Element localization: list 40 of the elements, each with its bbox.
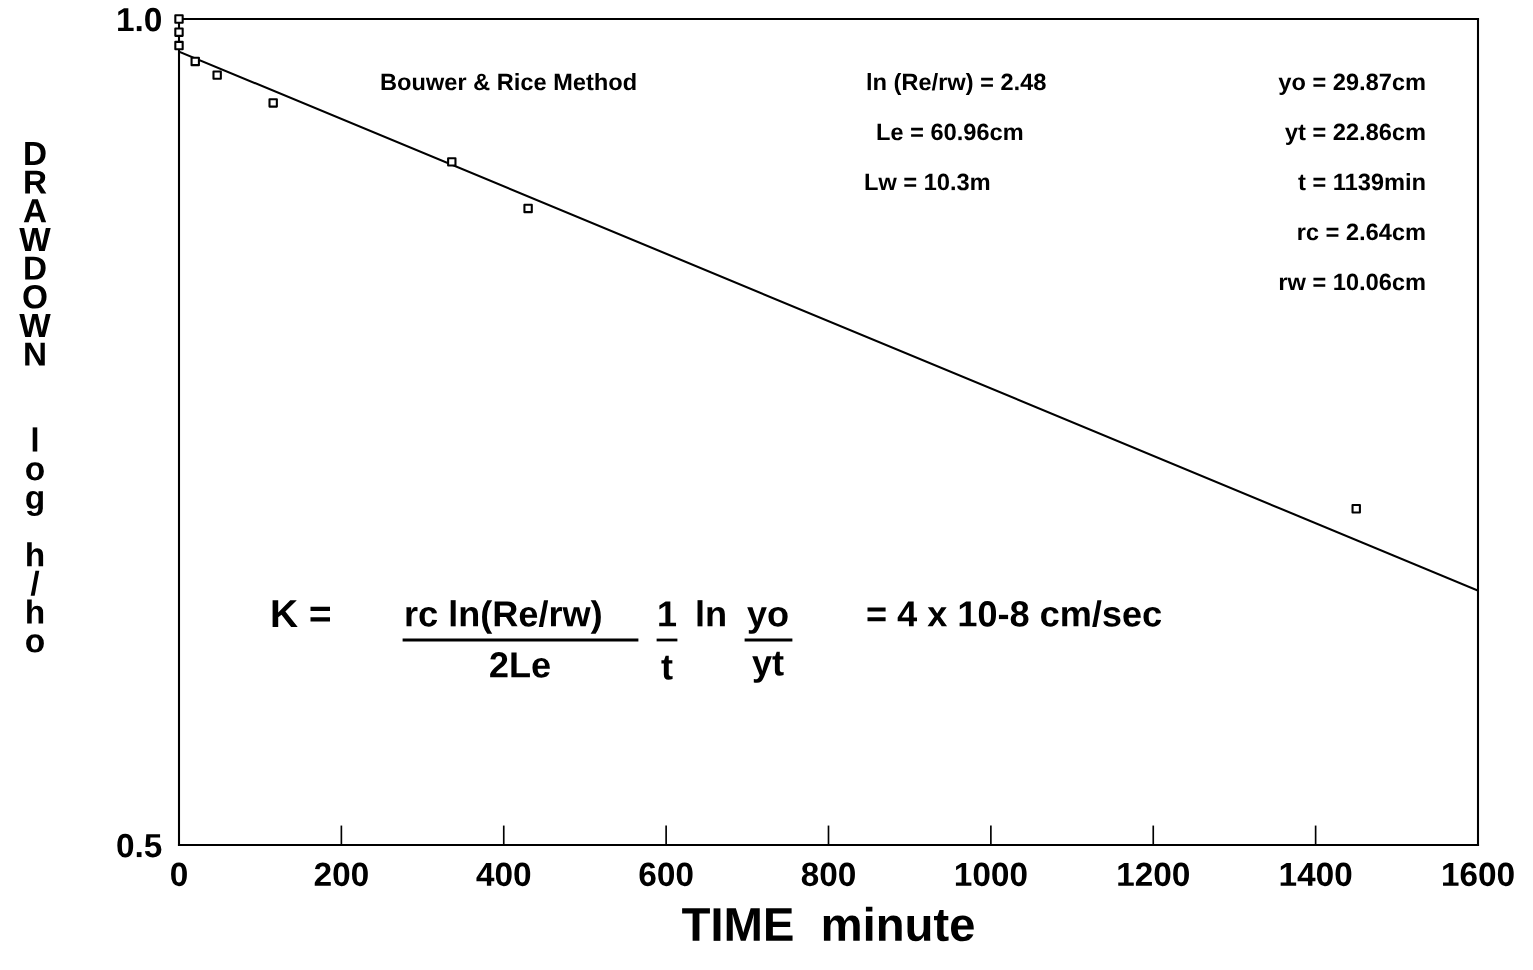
x-tick-label: 200 bbox=[314, 862, 368, 887]
point bbox=[212, 70, 222, 80]
x-tick-label: 1000 bbox=[955, 862, 1027, 887]
annotation: Le = 60.96cm bbox=[877, 123, 1023, 141]
annotation: = 4 x 10-8 cm/sec bbox=[867, 600, 1162, 628]
y-tick-label: 1.0 bbox=[118, 7, 161, 32]
x-tick-label: 800 bbox=[801, 862, 855, 887]
text: DRAWDOWN log h/ho bbox=[19, 142, 51, 653]
annotation: ln (Re/rw) = 2.48 bbox=[867, 73, 1046, 95]
point bbox=[174, 27, 184, 37]
annotation: yo bbox=[747, 606, 788, 634]
annotation: ln bbox=[697, 600, 725, 627]
x-tick-label: 1600 bbox=[1443, 862, 1514, 887]
point bbox=[523, 203, 533, 214]
x-tick-label: 0 bbox=[171, 862, 187, 887]
point bbox=[174, 40, 184, 51]
annotation: 1 bbox=[659, 601, 677, 627]
annotation: yt bbox=[752, 651, 784, 683]
point bbox=[268, 98, 278, 108]
annotation: rc = 2.64cm bbox=[1298, 223, 1425, 241]
annotation: K = bbox=[272, 600, 330, 628]
point bbox=[174, 14, 184, 24]
annotation: rw = 10.06cm bbox=[1279, 273, 1425, 291]
x-tick-label: 1400 bbox=[1280, 862, 1352, 887]
annotation: Bouwer & Rice Method bbox=[381, 73, 636, 91]
point bbox=[1351, 504, 1361, 514]
point bbox=[190, 56, 200, 67]
x-tick-label: 1200 bbox=[1118, 862, 1189, 887]
x-axis-title: TIME minute bbox=[682, 906, 974, 942]
annotation: rc ln(Re/rw) bbox=[406, 600, 601, 634]
annotation: yt = 22.86cm bbox=[1285, 123, 1425, 145]
annotation: 2Le bbox=[490, 652, 550, 678]
annotation: t = 1139min bbox=[1298, 173, 1425, 191]
annotation: Lw = 10.3m bbox=[865, 173, 990, 191]
x-tick-label: 400 bbox=[476, 862, 531, 887]
point bbox=[447, 157, 457, 167]
annotation: t bbox=[661, 655, 673, 680]
annotation: yo = 29.87cm bbox=[1278, 73, 1425, 95]
y-tick-label: 0.5 bbox=[117, 833, 162, 858]
x-tick-label: 600 bbox=[639, 862, 693, 887]
